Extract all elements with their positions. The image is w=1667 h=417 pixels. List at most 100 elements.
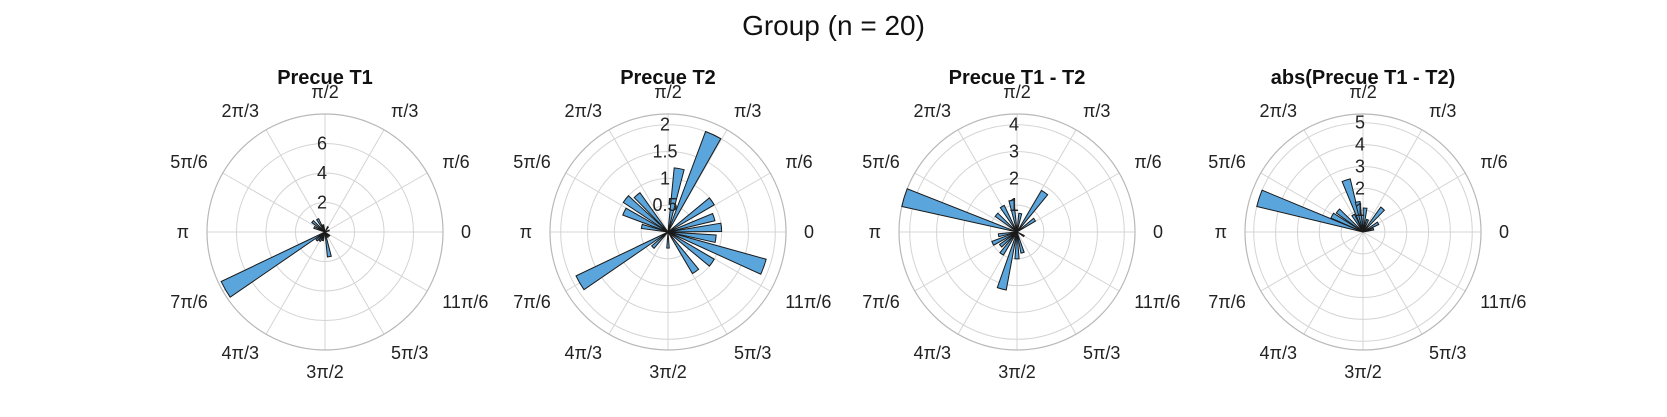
angle-label: π: [520, 222, 532, 242]
histogram-bar: [1016, 212, 1023, 233]
angular-gridline: [1260, 231, 1364, 292]
histogram-bar: [1354, 201, 1364, 233]
histogram-bar: [220, 231, 326, 298]
angle-label: π/6: [442, 152, 469, 172]
polar-plot-3: Precue T1 - T2 1 2 3 4 0 π/6 π/3 π/2 2π/3 5π/6 π 7π/…: [862, 67, 1180, 382]
radial-tick-label: 4: [1009, 115, 1019, 135]
polar-plot-1: Precue T1 2 4 6 0 π/6 π/3 π/2 2π/3 5π/6 π 7π/6 4π/3 3…: [170, 67, 488, 382]
angle-label: π/6: [785, 152, 812, 172]
histogram-bar: [311, 219, 326, 233]
angular-gridline: [1016, 231, 1120, 292]
outer-circle: [898, 113, 1136, 351]
histogram-bar: [1362, 207, 1368, 233]
polar-plot-2: Precue T2 0.5 1 1.5 2 0 π/6 π/3 π/2 2π/3 5π/6 π 7π/6…: [513, 67, 831, 382]
radial-tick-label: 3: [1009, 142, 1019, 162]
angle-label: π/3: [1429, 101, 1456, 121]
histogram-bar: [315, 231, 326, 242]
histogram-bar: [1008, 199, 1018, 233]
angle-label: 5π/6: [513, 152, 550, 172]
angle-label: π: [1215, 222, 1227, 242]
angle-label: 7π/6: [1208, 292, 1245, 312]
radial-tick-label: 1: [1009, 195, 1019, 215]
histogram-bar: [1362, 218, 1370, 233]
histogram-bar: [313, 225, 326, 233]
radial-tick-label: 4: [317, 163, 327, 183]
angle-label: π: [869, 222, 881, 242]
plot-title: Precue T1: [277, 67, 373, 89]
angle-label: 11π/6: [442, 292, 488, 312]
angle-label: 2π/3: [1260, 101, 1297, 121]
radial-gridline: [962, 177, 1072, 287]
angle-label: 7π/6: [513, 292, 550, 312]
angle-label: 5π/6: [862, 152, 899, 172]
radial-tick-label: 1: [1355, 200, 1365, 220]
angle-label: 4π/3: [222, 343, 259, 363]
outer-circle: [1244, 113, 1482, 351]
histogram-bar: [575, 231, 669, 291]
radial-gridline: [1318, 187, 1408, 277]
radial-gridline: [1296, 165, 1430, 299]
radial-tick-label: 0.5: [652, 195, 677, 215]
histogram-bar: [622, 207, 669, 233]
histogram-bar: [996, 231, 1018, 291]
radial-tick-label: 5: [1355, 113, 1365, 133]
plot-title: Precue T2: [620, 67, 716, 89]
histogram-bar: [667, 212, 716, 233]
histogram-bar: [321, 231, 326, 242]
angle-label: 4π/3: [1260, 343, 1297, 363]
histogram-bar: [667, 130, 722, 233]
histogram-bar: [667, 222, 723, 233]
histogram-bar: [1351, 213, 1364, 233]
angle-label: 5π/6: [1208, 152, 1245, 172]
angle-label: 0: [804, 222, 814, 242]
histogram-bar: [324, 231, 332, 258]
histogram-bar: [1341, 178, 1364, 233]
angle-label: 11π/6: [1134, 292, 1180, 312]
histogram-bar: [622, 195, 669, 233]
radial-gridline: [560, 124, 776, 340]
histogram-bar: [1362, 206, 1386, 233]
radial-tick-label: 3: [1355, 156, 1365, 176]
angle-label: 5π/3: [391, 343, 428, 363]
angle-label: 5π/3: [1083, 343, 1120, 363]
histogram-bar: [998, 231, 1018, 248]
histogram-bar: [640, 223, 669, 233]
radial-gridline: [1275, 144, 1451, 320]
radial-tick-label: 2: [317, 193, 327, 213]
histogram-bar: [324, 231, 331, 237]
angle-label: π/2: [1003, 82, 1030, 102]
angle-label: 0: [1499, 222, 1509, 242]
histogram-bar: [667, 231, 715, 267]
plot-title: Precue T1 - T2: [949, 67, 1086, 89]
angle-label: 3π/2: [1344, 362, 1381, 382]
histogram-bar: [999, 231, 1018, 256]
angle-label: π/2: [1349, 82, 1376, 102]
radial-gridline: [936, 151, 1098, 313]
histogram-bar: [1256, 189, 1364, 233]
angle-label: 2π/3: [565, 101, 602, 121]
angular-gridline: [1362, 231, 1423, 335]
angle-label: 5π/3: [734, 343, 771, 363]
histogram-bar: [1335, 208, 1364, 233]
angle-label: π/3: [1083, 101, 1110, 121]
angular-gridline: [1362, 129, 1423, 233]
angular-gridline: [1303, 231, 1364, 335]
angle-label: π: [177, 222, 189, 242]
histogram-bar: [315, 218, 326, 233]
angle-label: 5π/6: [170, 152, 207, 172]
angle-label: π/3: [734, 101, 761, 121]
histogram-bar: [1016, 189, 1049, 233]
histogram-bar: [650, 231, 669, 250]
histogram-bar: [901, 188, 1018, 233]
angle-label: 4π/3: [914, 343, 951, 363]
angular-gridline: [1016, 231, 1077, 335]
angle-label: π/2: [654, 82, 681, 102]
histogram-bar: [321, 224, 326, 233]
angle-label: 7π/6: [862, 292, 899, 312]
histogram-bar: [1362, 221, 1380, 233]
angle-label: 11π/6: [785, 292, 831, 312]
radial-gridline: [265, 172, 385, 292]
radial-tick-label: 2: [1009, 168, 1019, 188]
histogram-bar: [1016, 231, 1025, 254]
